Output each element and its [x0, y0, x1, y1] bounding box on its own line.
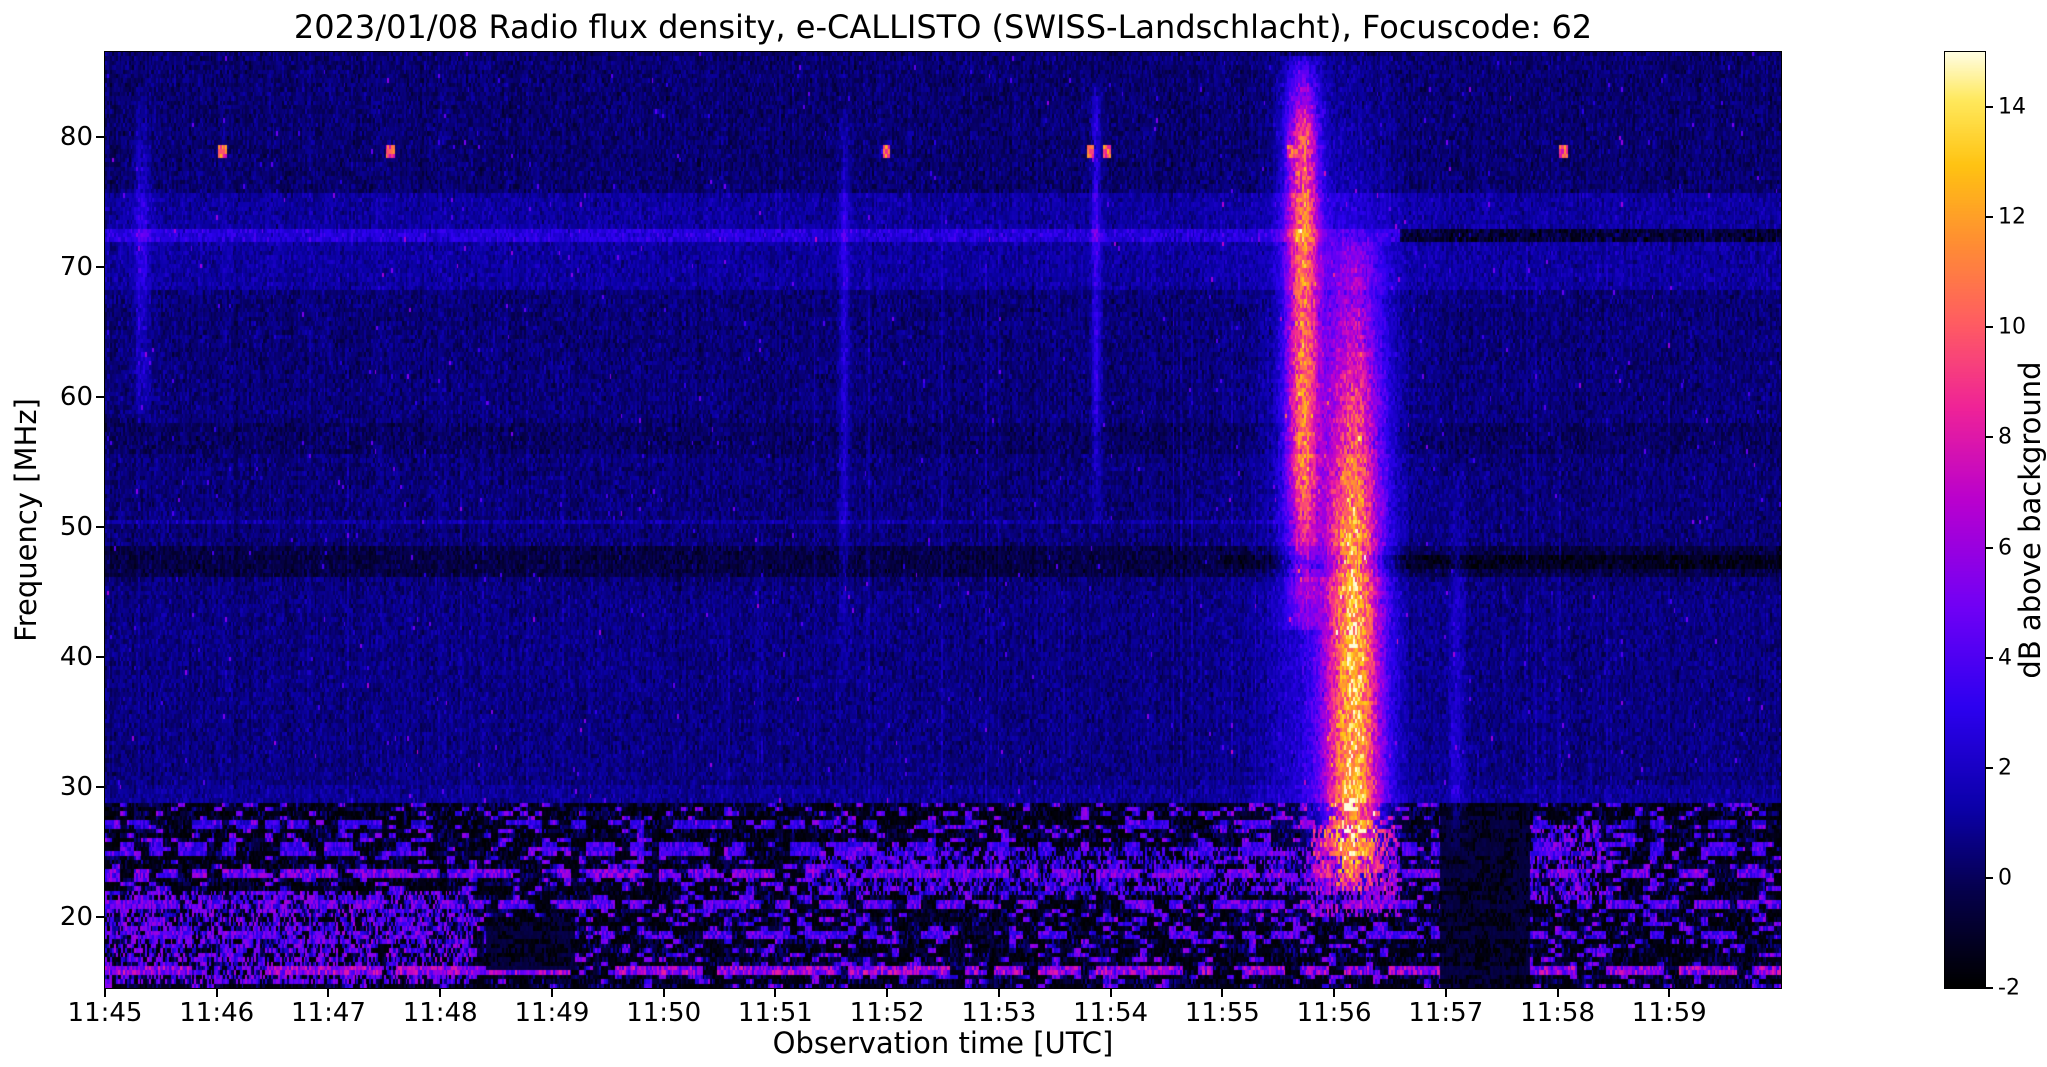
x-tick-mark	[104, 988, 106, 997]
x-tick-label: 11:59	[1631, 998, 1707, 1028]
colorbar-tick-mark	[1985, 766, 1993, 769]
x-tick-label: 11:45	[67, 998, 143, 1028]
x-tick-label: 11:57	[1408, 998, 1484, 1028]
x-tick-label: 11:55	[1184, 998, 1260, 1028]
x-tick-label: 11:48	[402, 998, 478, 1028]
colorbar-tick-label: 14	[1998, 94, 2026, 120]
x-tick-label: 11:54	[1073, 998, 1149, 1028]
colorbar-tick-label: 2	[1998, 755, 2012, 781]
colorbar-tick-label: 6	[1998, 535, 2012, 561]
y-tick-label: 70	[59, 251, 93, 282]
x-tick-mark	[550, 988, 553, 997]
x-tick-mark	[215, 988, 218, 997]
y-tick-mark	[96, 525, 105, 528]
colorbar-tick-label: 0	[1998, 865, 2012, 891]
y-axis-label: Frequency [MHz]	[9, 398, 43, 642]
x-axis-label: Observation time [UTC]	[772, 1026, 1114, 1060]
x-tick-label: 11:56	[1296, 998, 1372, 1028]
x-tick-label: 11:49	[514, 998, 590, 1028]
y-tick-mark	[96, 915, 105, 918]
x-tick-label: 11:47	[290, 998, 366, 1028]
y-tick-label: 60	[59, 381, 93, 412]
x-tick-mark	[1221, 988, 1224, 997]
x-tick-mark	[1444, 988, 1447, 997]
x-tick-label: 11:51	[737, 998, 813, 1028]
colorbar-tick-mark	[1985, 987, 1993, 989]
x-tick-mark	[439, 988, 442, 997]
colorbar-tick-mark	[1985, 436, 1993, 439]
colorbar-tick-label: -2	[1998, 975, 2020, 1001]
x-tick-mark	[662, 988, 665, 997]
x-tick-label: 11:58	[1520, 998, 1595, 1028]
x-tick-mark	[886, 988, 889, 997]
x-tick-mark	[327, 988, 330, 997]
y-tick-label: 80	[59, 121, 93, 152]
x-tick-label: 11:53	[961, 998, 1037, 1028]
colorbar-tick-mark	[1985, 876, 1993, 879]
x-tick-label: 11:52	[849, 998, 925, 1028]
x-tick-mark	[1109, 988, 1112, 997]
colorbar-tick-label: 10	[1998, 314, 2026, 340]
colorbar-tick-label: 4	[1998, 645, 2012, 671]
colorbar-tick-mark	[1985, 216, 1993, 219]
y-tick-mark	[96, 135, 105, 138]
y-tick-label: 20	[59, 901, 93, 932]
y-tick-label: 40	[59, 641, 93, 672]
colorbar-tick-mark	[1985, 326, 1993, 329]
y-tick-mark	[96, 395, 105, 398]
y-tick-label: 50	[59, 511, 93, 542]
colorbar-label: dB above background	[2013, 361, 2047, 679]
colorbar-tick-label: 8	[1998, 424, 2012, 450]
x-tick-mark	[1556, 988, 1559, 997]
colorbar-tick-mark	[1985, 656, 1993, 659]
x-tick-mark	[774, 988, 777, 997]
x-tick-mark	[1668, 988, 1671, 997]
y-tick-mark	[96, 265, 105, 268]
x-tick-mark	[1333, 988, 1336, 997]
y-tick-mark	[96, 785, 105, 788]
x-tick-label: 11:50	[626, 998, 702, 1028]
y-tick-mark	[96, 655, 105, 658]
spectrogram-canvas	[104, 51, 1782, 989]
colorbar-tick-label: 12	[1998, 204, 2026, 230]
x-tick-label: 11:46	[179, 998, 255, 1028]
chart-title: 2023/01/08 Radio flux density, e-CALLIST…	[293, 8, 1593, 46]
colorbar	[1944, 51, 1986, 989]
x-tick-mark	[997, 988, 1000, 997]
y-tick-label: 30	[59, 771, 93, 802]
colorbar-tick-mark	[1985, 546, 1993, 549]
colorbar-tick-mark	[1985, 106, 1993, 109]
